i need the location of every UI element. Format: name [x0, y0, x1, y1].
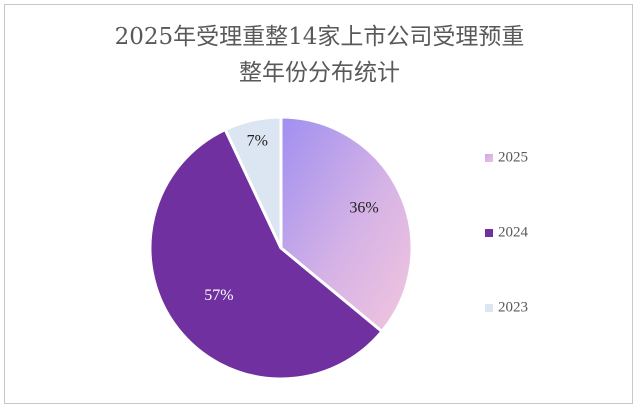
pie-slice-2023 [223, 115, 283, 250]
chart-title-line-2: 整年份分布统计 [239, 60, 400, 86]
chart-title-line-1: 2025年受理重整14家上市公司受理预重 [114, 24, 525, 50]
legend-label-2024: 2024 [498, 224, 529, 240]
legend-swatch-2024 [485, 229, 493, 237]
pie-slice-2025 [279, 115, 414, 333]
legend-label-2025: 2025 [498, 149, 528, 165]
chart-title: 2025年受理重整14家上市公司受理预重 整年份分布统计 [5, 19, 634, 91]
legend-swatch-2023 [485, 304, 493, 312]
legend-swatch-2025 [485, 154, 493, 162]
pie-slices [148, 115, 414, 381]
slice-label-2024: 57% [204, 287, 233, 304]
slice-label-2023: 7% [247, 133, 268, 150]
pie-slice-2024 [148, 127, 384, 381]
legend: 2025 2024 2023 [485, 149, 529, 315]
pie-labels: 36% 57% 7% [204, 133, 378, 304]
legend-label-2023: 2023 [498, 299, 528, 315]
slice-label-2025: 36% [349, 200, 378, 217]
